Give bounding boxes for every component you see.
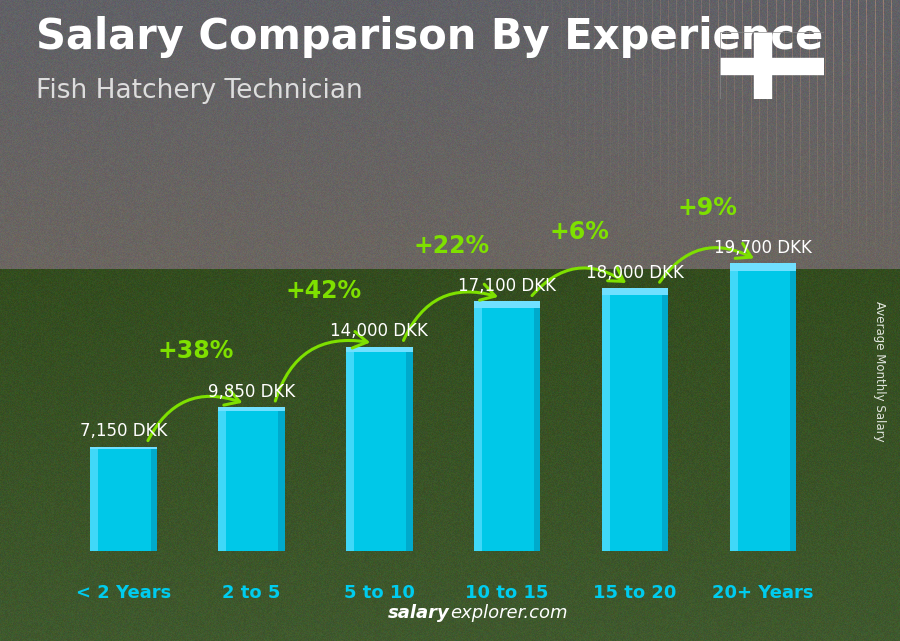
Text: 7,150 DKK: 7,150 DKK xyxy=(80,422,167,440)
Bar xyxy=(278,407,284,551)
Text: 19,700 DKK: 19,700 DKK xyxy=(714,238,812,257)
FancyArrowPatch shape xyxy=(660,244,751,282)
Text: 5 to 10: 5 to 10 xyxy=(344,584,415,602)
Text: salary: salary xyxy=(388,604,450,622)
Bar xyxy=(218,407,284,551)
Bar xyxy=(730,263,796,271)
Text: 20+ Years: 20+ Years xyxy=(712,584,814,602)
Bar xyxy=(346,347,354,551)
Bar xyxy=(720,58,824,74)
Text: 10 to 15: 10 to 15 xyxy=(465,584,549,602)
Bar xyxy=(150,447,157,551)
FancyArrowPatch shape xyxy=(148,389,239,440)
Bar xyxy=(534,301,540,551)
Bar xyxy=(218,407,284,411)
Bar xyxy=(662,288,668,551)
Text: +6%: +6% xyxy=(550,221,609,244)
Text: Fish Hatchery Technician: Fish Hatchery Technician xyxy=(36,78,363,104)
Text: +42%: +42% xyxy=(285,279,362,303)
Bar xyxy=(602,288,668,295)
Bar xyxy=(730,263,796,551)
Text: < 2 Years: < 2 Years xyxy=(76,584,171,602)
Bar xyxy=(406,347,412,551)
Bar xyxy=(602,288,610,551)
FancyArrowPatch shape xyxy=(275,331,367,401)
Bar xyxy=(754,32,770,99)
Text: 2 to 5: 2 to 5 xyxy=(222,584,281,602)
Bar xyxy=(602,288,668,551)
Text: explorer.com: explorer.com xyxy=(450,604,568,622)
FancyArrowPatch shape xyxy=(532,267,624,296)
Bar xyxy=(90,447,157,551)
Bar xyxy=(474,301,540,551)
Bar xyxy=(730,263,738,551)
Text: 17,100 DKK: 17,100 DKK xyxy=(458,277,556,295)
Text: +9%: +9% xyxy=(678,196,737,219)
Bar xyxy=(346,347,412,551)
Text: Salary Comparison By Experience: Salary Comparison By Experience xyxy=(36,16,824,58)
Bar xyxy=(90,447,157,449)
FancyArrowPatch shape xyxy=(403,284,495,340)
Bar xyxy=(346,347,412,352)
Text: 18,000 DKK: 18,000 DKK xyxy=(586,263,684,281)
Text: 9,850 DKK: 9,850 DKK xyxy=(208,383,295,401)
Text: +22%: +22% xyxy=(413,233,490,258)
Text: 15 to 20: 15 to 20 xyxy=(593,584,677,602)
Bar xyxy=(218,407,226,551)
Text: Average Monthly Salary: Average Monthly Salary xyxy=(873,301,886,442)
Bar xyxy=(474,301,482,551)
Bar xyxy=(474,301,540,308)
Bar xyxy=(789,263,796,551)
Bar xyxy=(90,447,98,551)
Text: 14,000 DKK: 14,000 DKK xyxy=(330,322,428,340)
Text: +38%: +38% xyxy=(158,340,234,363)
